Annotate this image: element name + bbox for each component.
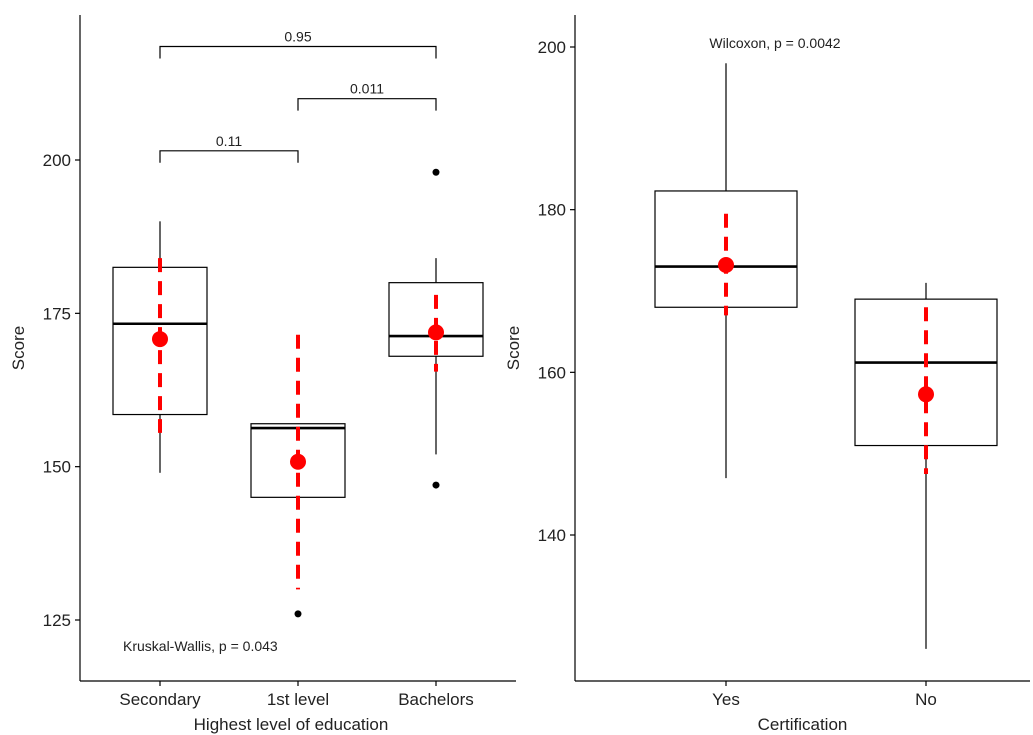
outlier-point xyxy=(432,481,440,489)
outlier-point xyxy=(432,168,440,176)
bracket-line xyxy=(159,45,437,59)
x-axis-title: Certification xyxy=(758,715,848,734)
test-result-label: Kruskal-Wallis, p = 0.043 xyxy=(123,638,278,654)
p-value-label: 0.11 xyxy=(216,133,242,149)
comparison-bracket: 0.11 xyxy=(159,133,299,163)
comparison-bracket: 0.95 xyxy=(159,29,437,59)
x-tick-label: 1st level xyxy=(267,690,329,709)
x-tick-label: Secondary xyxy=(119,690,201,709)
iqr-box xyxy=(388,282,484,357)
box-bachelors xyxy=(388,168,484,489)
mean-point xyxy=(428,324,444,341)
mean-point xyxy=(718,256,734,273)
y-tick-label: 160 xyxy=(538,363,566,382)
comparison-bracket: 0.011 xyxy=(297,81,437,111)
box-1st-level xyxy=(250,334,346,618)
box-secondary xyxy=(112,221,208,473)
bracket-line xyxy=(297,98,437,111)
mean-point xyxy=(290,453,306,470)
y-tick-label: 125 xyxy=(43,611,71,630)
y-tick-label: 200 xyxy=(43,151,71,170)
box-yes xyxy=(654,63,798,479)
box-no xyxy=(854,282,998,649)
x-axis-title: Highest level of education xyxy=(194,715,389,734)
y-tick-label: 175 xyxy=(43,304,71,323)
x-tick-label: Bachelors xyxy=(398,690,474,709)
x-tick-label: Yes xyxy=(712,690,740,709)
y-axis-title: Score xyxy=(504,326,523,370)
outlier-point xyxy=(294,610,302,618)
y-tick-label: 200 xyxy=(538,38,566,57)
y-tick-label: 140 xyxy=(538,526,566,545)
bracket-line xyxy=(159,150,299,163)
p-value-label: 0.95 xyxy=(284,29,311,45)
test-result-label: Wilcoxon, p = 0.0042 xyxy=(709,35,840,51)
chart-panel-1: 125 150 175 200 Score Secondary 1st level Bache… xyxy=(9,15,516,734)
chart-panel-2: 140 160 180 200 Score Yes No Certification Wilco… xyxy=(504,15,1030,734)
p-value-label: 0.011 xyxy=(350,81,384,97)
y-tick-label: 180 xyxy=(538,201,566,220)
mean-point xyxy=(918,386,934,403)
y-axis-title: Score xyxy=(9,326,28,370)
y-tick-label: 150 xyxy=(43,458,71,477)
x-tick-label: No xyxy=(915,690,937,709)
mean-point xyxy=(152,331,168,348)
